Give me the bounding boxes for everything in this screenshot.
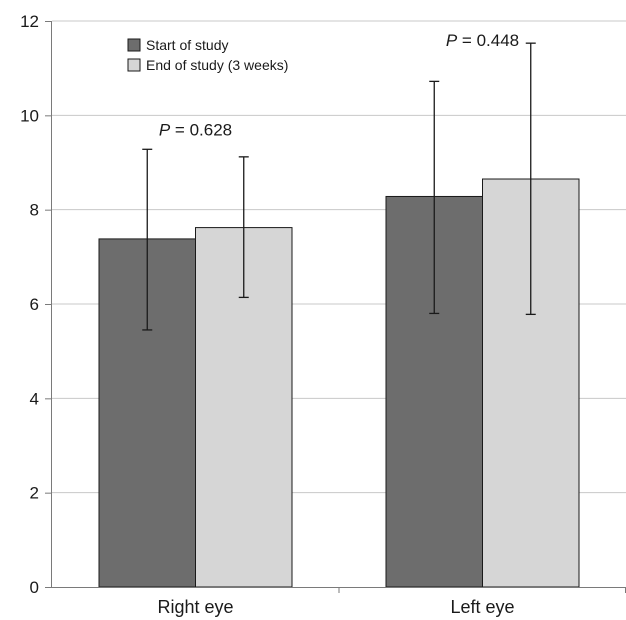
- axes: [45, 21, 626, 593]
- legend-label: Start of study: [146, 37, 228, 53]
- y-tick-label: 12: [20, 12, 39, 31]
- y-tick-label: 2: [30, 484, 39, 503]
- p-symbol: P: [159, 120, 171, 139]
- legend: Start of study End of study (3 weeks): [127, 37, 288, 73]
- p-value-text: = 0.628: [170, 120, 232, 139]
- x-category-label: Left eye: [450, 597, 514, 617]
- p-value-annotation: P = 0.448: [446, 31, 519, 50]
- p-value-text: = 0.448: [457, 31, 519, 50]
- p-value-annotation: P = 0.628: [159, 120, 232, 139]
- legend-swatch: [127, 58, 141, 72]
- y-tick-labels: 0 2 4 6 8 10 12: [20, 12, 39, 597]
- x-category-labels: Right eye Left eye: [157, 597, 514, 617]
- y-tick-label: 10: [20, 106, 39, 125]
- y-tick-label: 8: [30, 201, 39, 220]
- y-tick-label: 4: [30, 389, 39, 408]
- x-category-label: Right eye: [157, 597, 233, 617]
- legend-label: End of study (3 weeks): [146, 57, 288, 73]
- p-symbol: P: [446, 31, 458, 50]
- error-bars: [142, 42, 536, 331]
- y-tick-label: 0: [30, 578, 39, 597]
- y-tick-label: 6: [30, 295, 39, 314]
- legend-swatch: [127, 38, 141, 52]
- bars: [98, 178, 580, 588]
